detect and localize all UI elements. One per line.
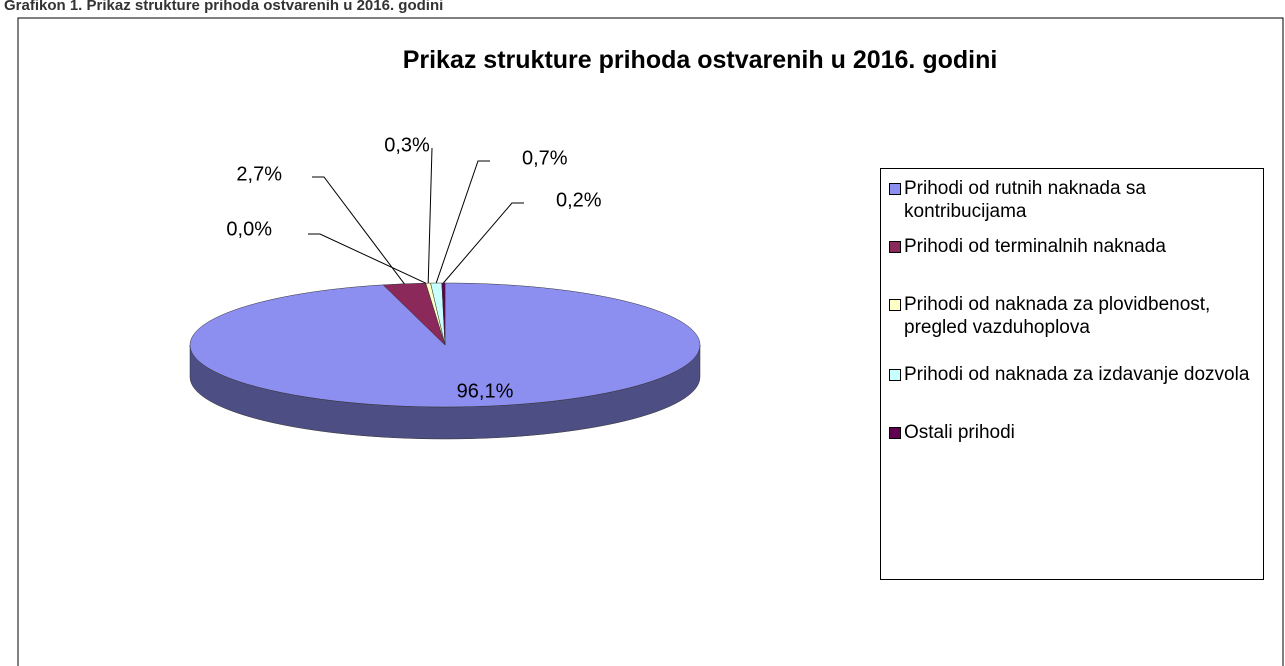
leader-line <box>443 202 524 284</box>
legend-swatch <box>889 427 901 439</box>
legend-label: Prihodi od terminalnih naknada <box>904 236 1166 257</box>
data-label: 0,3% <box>384 134 430 156</box>
leader-line <box>435 160 490 284</box>
legend-swatch <box>889 183 901 195</box>
legend-label: Prihodi od rutnih naknada sa kontribucij… <box>904 178 1146 222</box>
data-label: 0,7% <box>522 147 568 169</box>
chart-frame <box>17 17 1284 666</box>
data-label: 96,1% <box>457 380 514 402</box>
leader-line <box>312 176 405 285</box>
legend-label: Prihodi od naknada za izdavanje dozvola <box>904 364 1250 385</box>
legend-item: Prihodi od rutnih naknada sa kontribucij… <box>887 177 1257 235</box>
caption: Grafikon 1. Prikaz strukture prihoda ost… <box>4 0 443 14</box>
legend-swatch <box>889 241 901 253</box>
chart-title: Prikaz strukture prihoda ostvarenih u 20… <box>403 46 998 74</box>
legend-swatch <box>889 369 901 381</box>
data-label: 0,0% <box>226 218 272 240</box>
legend-label: Prihodi od naknada za plovidbenost, preg… <box>904 294 1211 338</box>
leader-line <box>427 147 433 284</box>
legend-label: Ostali prihodi <box>904 422 1015 443</box>
legend-item: Prihodi od naknada za plovidbenost, preg… <box>887 293 1257 363</box>
legend-item: Prihodi od terminalnih naknada <box>887 235 1257 293</box>
legend-item: Ostali prihodi <box>887 421 1257 479</box>
legend-swatch <box>889 299 901 311</box>
data-label: 0,2% <box>556 189 602 211</box>
leader-line <box>308 233 427 284</box>
legend: Prihodi od rutnih naknada sa kontribucij… <box>880 168 1264 580</box>
legend-item: Prihodi od naknada za izdavanje dozvola <box>887 363 1257 421</box>
data-label: 2,7% <box>236 163 282 185</box>
